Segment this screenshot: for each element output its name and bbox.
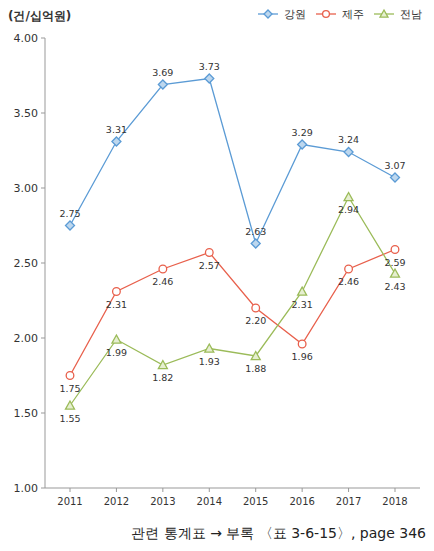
marker — [344, 193, 353, 201]
data-label: 2.20 — [245, 315, 266, 326]
data-label: 2.43 — [384, 281, 405, 292]
y-tick-label: 2.50 — [14, 257, 39, 270]
x-tick — [395, 488, 396, 492]
legend-label: 제주 — [342, 8, 364, 21]
data-label: 2.57 — [199, 260, 220, 271]
data-label: 2.31 — [106, 299, 127, 310]
data-label: 1.96 — [292, 351, 313, 362]
marker — [391, 269, 400, 277]
data-label: 2.31 — [292, 299, 313, 310]
legend-label: 강원 — [284, 8, 306, 21]
y-tick — [41, 263, 45, 264]
y-tick — [41, 338, 45, 339]
x-axis — [45, 488, 420, 489]
data-label: 2.59 — [384, 257, 405, 268]
marker — [66, 401, 75, 409]
y-tick-label: 1.00 — [14, 482, 39, 495]
marker — [205, 74, 214, 83]
marker — [345, 265, 353, 273]
plot-area — [66, 74, 400, 409]
data-label: 1.82 — [152, 372, 173, 383]
data-label: 3.29 — [292, 127, 313, 138]
marker — [252, 304, 260, 312]
data-label: 1.93 — [199, 356, 220, 367]
y-tick — [41, 113, 45, 114]
data-label: 1.99 — [106, 347, 127, 358]
data-label: 3.69 — [152, 67, 173, 78]
y-label: (건/십억원) — [8, 9, 71, 23]
marker — [391, 246, 399, 254]
marker — [66, 372, 74, 380]
marker — [112, 335, 121, 343]
marker — [251, 239, 260, 248]
x-tick — [348, 488, 349, 492]
y-tick — [41, 38, 45, 39]
marker — [298, 287, 307, 295]
series-line — [70, 197, 395, 406]
y-tick-label: 1.50 — [14, 407, 39, 420]
footnote: 관련 통계표 → 부록 〈표 3-6-15〉, page 346 — [131, 525, 426, 541]
y-tick-label: 3.50 — [14, 107, 39, 120]
y-tick — [41, 413, 45, 414]
x-tick — [116, 488, 117, 492]
marker — [113, 288, 121, 296]
series-line — [70, 79, 395, 244]
marker — [380, 10, 388, 17]
marker — [205, 344, 214, 352]
x-tick-label: 2012 — [104, 496, 129, 507]
data-label: 1.88 — [245, 363, 266, 374]
marker — [391, 173, 400, 182]
x-tick — [162, 488, 163, 492]
legend-label: 전남 — [400, 8, 422, 21]
marker — [158, 80, 167, 89]
x-tick — [255, 488, 256, 492]
x-tick-label: 2011 — [57, 496, 82, 507]
marker — [298, 140, 307, 149]
y-tick-label: 3.00 — [14, 182, 39, 195]
x-tick — [209, 488, 210, 492]
x-tick — [302, 488, 303, 492]
data-label: 2.94 — [338, 204, 359, 215]
marker — [344, 148, 353, 157]
y-tick-label: 4.00 — [14, 32, 39, 45]
x-tick-label: 2013 — [150, 496, 175, 507]
marker — [158, 361, 167, 369]
x-tick-label: 2014 — [197, 496, 222, 507]
data-label: 1.75 — [59, 383, 80, 394]
data-label: 3.24 — [338, 134, 359, 145]
marker — [66, 221, 75, 230]
x-tick-label: 2018 — [382, 496, 407, 507]
data-label: 2.63 — [245, 226, 266, 237]
marker — [264, 10, 272, 18]
marker — [159, 265, 167, 273]
y-tick-label: 2.00 — [14, 332, 39, 345]
data-label: 3.73 — [199, 61, 220, 72]
marker — [205, 249, 213, 257]
marker — [112, 137, 121, 146]
data-labels: 2.75 3.31 3.69 3.73 2.63 3.29 3.24 3.07 1.75 2.31… — [59, 61, 405, 424]
data-label: 2.75 — [59, 208, 80, 219]
data-label: 3.31 — [106, 124, 127, 135]
x-tick-label: 2016 — [289, 496, 314, 507]
data-label: 1.55 — [59, 413, 80, 424]
marker — [323, 11, 330, 18]
marker — [298, 340, 306, 348]
y-tick — [41, 188, 45, 189]
series-line — [70, 250, 395, 376]
data-label: 2.46 — [152, 276, 173, 287]
chart: (건/십억원) 1.00 1.50 2.00 2.50 3.00 3.50 4.00 2011 2… — [0, 0, 434, 551]
x-tick-label: 2015 — [243, 496, 268, 507]
x-tick-label: 2017 — [336, 496, 361, 507]
x-tick — [70, 488, 71, 492]
data-label: 2.46 — [338, 276, 359, 287]
y-tick — [41, 488, 45, 489]
data-label: 3.07 — [384, 160, 405, 171]
legend: 전남 제주 강원 — [258, 8, 422, 21]
marker — [251, 352, 260, 360]
